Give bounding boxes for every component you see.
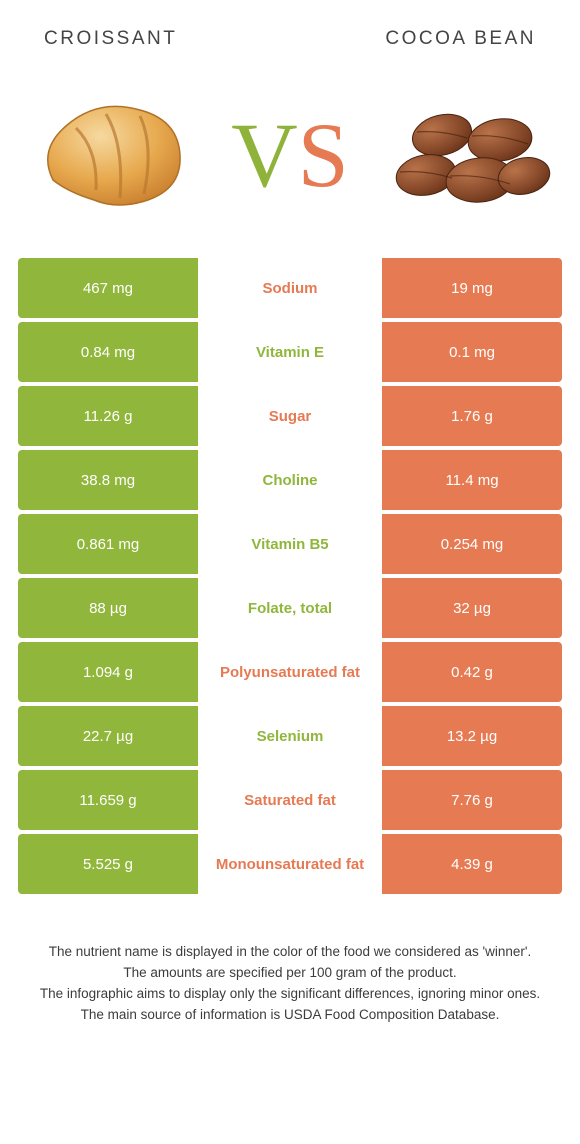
left-value: 467 mg: [18, 258, 198, 318]
footnote-line: The nutrient name is displayed in the co…: [34, 942, 546, 963]
right-value: 13.2 µg: [382, 706, 562, 766]
nutrient-label: Sugar: [198, 386, 382, 446]
nutrient-label: Polyunsaturated fat: [198, 642, 382, 702]
table-row: 0.84 mgVitamin E0.1 mg: [18, 322, 562, 382]
left-value: 0.84 mg: [18, 322, 198, 382]
footnote-line: The infographic aims to display only the…: [34, 984, 546, 1005]
right-value: 0.42 g: [382, 642, 562, 702]
nutrient-label: Choline: [198, 450, 382, 510]
croissant-image: [28, 80, 198, 230]
left-value: 88 µg: [18, 578, 198, 638]
nutrient-label: Saturated fat: [198, 770, 382, 830]
left-value: 38.8 mg: [18, 450, 198, 510]
left-value: 0.861 mg: [18, 514, 198, 574]
nutrient-label: Folate, total: [198, 578, 382, 638]
right-value: 7.76 g: [382, 770, 562, 830]
table-row: 1.094 gPolyunsaturated fat0.42 g: [18, 642, 562, 702]
nutrient-label: Vitamin B5: [198, 514, 382, 574]
header: Croissant Cocoa bean: [0, 0, 580, 62]
table-row: 22.7 µgSelenium13.2 µg: [18, 706, 562, 766]
table-row: 38.8 mgCholine11.4 mg: [18, 450, 562, 510]
nutrient-label: Vitamin E: [198, 322, 382, 382]
nutrient-label: Monounsaturated fat: [198, 834, 382, 894]
left-value: 11.26 g: [18, 386, 198, 446]
left-food-title: Croissant: [44, 28, 177, 50]
table-row: 5.525 gMonounsaturated fat4.39 g: [18, 834, 562, 894]
left-value: 22.7 µg: [18, 706, 198, 766]
vs-letter-v: V: [231, 109, 297, 201]
table-row: 88 µgFolate, total32 µg: [18, 578, 562, 638]
table-row: 467 mgSodium19 mg: [18, 258, 562, 318]
right-value: 4.39 g: [382, 834, 562, 894]
nutrient-label: Sodium: [198, 258, 382, 318]
right-food-title: Cocoa bean: [385, 28, 536, 50]
right-value: 19 mg: [382, 258, 562, 318]
right-value: 1.76 g: [382, 386, 562, 446]
right-value: 0.1 mg: [382, 322, 562, 382]
footnote-line: The amounts are specified per 100 gram o…: [34, 963, 546, 984]
right-value: 0.254 mg: [382, 514, 562, 574]
hero-row: V S: [0, 62, 580, 258]
nutrient-label: Selenium: [198, 706, 382, 766]
table-row: 11.26 gSugar1.76 g: [18, 386, 562, 446]
vs-letter-s: S: [298, 109, 349, 201]
comparison-table: 467 mgSodium19 mg0.84 mgVitamin E0.1 mg1…: [0, 258, 580, 894]
table-row: 11.659 gSaturated fat7.76 g: [18, 770, 562, 830]
right-value: 32 µg: [382, 578, 562, 638]
table-row: 0.861 mgVitamin B50.254 mg: [18, 514, 562, 574]
left-value: 11.659 g: [18, 770, 198, 830]
right-value: 11.4 mg: [382, 450, 562, 510]
vs-label: V S: [231, 109, 349, 201]
cocoa-bean-image: [382, 80, 552, 230]
left-value: 1.094 g: [18, 642, 198, 702]
footnote-line: The main source of information is USDA F…: [34, 1005, 546, 1026]
footnotes: The nutrient name is displayed in the co…: [0, 898, 580, 1026]
left-value: 5.525 g: [18, 834, 198, 894]
